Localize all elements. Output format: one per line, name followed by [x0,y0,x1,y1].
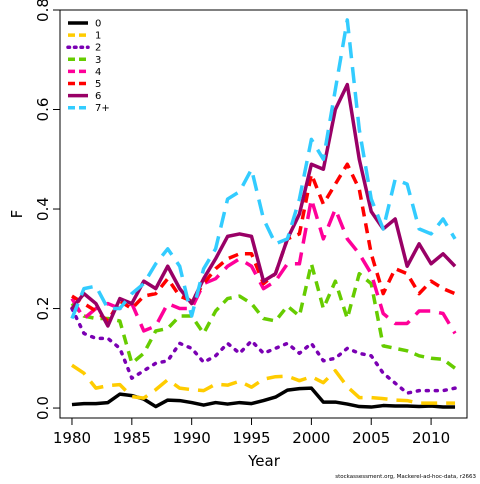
x-tick-label: 1985 [113,429,151,447]
y-tick-label: 0.4 [34,197,52,221]
y-tick-label: 0.0 [34,396,52,420]
series-line-4 [70,197,457,335]
legend-label: 5 [95,79,101,90]
y-axis-title: F [8,210,26,219]
credit-annotation: stockassessment.org, Mackerel-ad-hoc-dat… [335,474,476,480]
y-axis: 0.0 0.2 0.4 0.6 0.8 [34,0,60,420]
x-axis-title: Year [247,452,281,470]
legend-label: 1 [95,31,101,42]
y-tick-label: 0.8 [34,0,52,22]
x-tick-label: 2000 [292,429,330,447]
y-tick-label: 0.2 [34,297,52,321]
series-line-5 [71,162,456,323]
series-line-6 [70,82,457,328]
legend-label: 6 [95,91,101,102]
series-line-7plus [70,18,457,320]
plot-frame [59,9,468,419]
series-line-1 [71,363,456,405]
x-tick-label: 1980 [53,429,91,447]
legend-label: 7+ [95,103,110,114]
x-axis: 1980 1985 1990 1995 2000 2005 2010 [53,418,450,447]
legend-label: 4 [95,67,101,78]
legend-label: 2 [95,43,101,54]
y-tick-label: 0.6 [34,98,52,122]
x-tick-label: 2005 [352,429,390,447]
legend-label: 3 [95,55,101,66]
x-tick-label: 1990 [173,429,211,447]
series-layer [70,18,457,409]
legend-label: 0 [95,19,101,30]
series-line-3 [70,262,457,370]
x-tick-label: 2010 [412,429,450,447]
plot-border [59,9,468,419]
x-tick-label: 1995 [232,429,270,447]
